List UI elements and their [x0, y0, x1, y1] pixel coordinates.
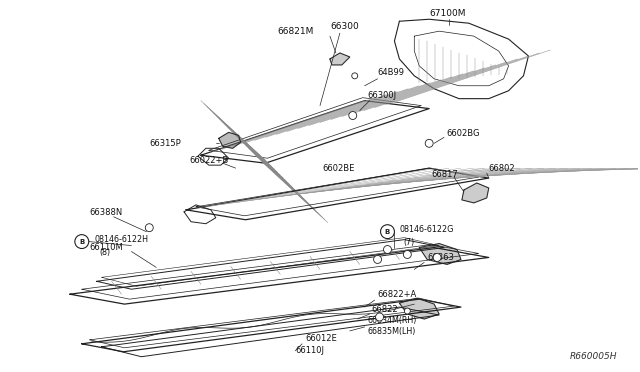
Circle shape: [403, 250, 412, 259]
Polygon shape: [462, 183, 489, 203]
Circle shape: [145, 224, 153, 232]
Text: 66835M(LH): 66835M(LH): [367, 327, 416, 336]
Text: 66012E: 66012E: [305, 334, 337, 343]
Text: 66110M: 66110M: [90, 243, 124, 252]
Text: 08146-6122H: 08146-6122H: [95, 235, 148, 244]
Text: 6602BE: 6602BE: [322, 164, 355, 173]
Circle shape: [404, 308, 410, 314]
Text: 66822+A: 66822+A: [378, 290, 417, 299]
Text: (7): (7): [403, 238, 415, 247]
Circle shape: [352, 73, 358, 79]
Text: 66822: 66822: [372, 305, 398, 314]
Circle shape: [433, 253, 441, 262]
Text: R660005H: R660005H: [570, 352, 618, 361]
Text: 66022+B: 66022+B: [189, 156, 228, 165]
Circle shape: [425, 140, 433, 147]
Circle shape: [75, 235, 89, 248]
Polygon shape: [419, 244, 461, 264]
Text: 67100M: 67100M: [429, 9, 466, 18]
Text: 66315P: 66315P: [149, 139, 181, 148]
Text: 66363: 66363: [427, 253, 454, 262]
Text: 66802: 66802: [489, 164, 515, 173]
Text: 66300J: 66300J: [367, 91, 397, 100]
Text: 66300: 66300: [330, 22, 358, 31]
Text: 66817: 66817: [431, 170, 458, 179]
Text: 64B99: 64B99: [378, 68, 404, 77]
Text: (8): (8): [100, 248, 111, 257]
Text: 66821M: 66821M: [277, 27, 314, 36]
Circle shape: [376, 313, 383, 321]
Polygon shape: [330, 53, 350, 65]
Polygon shape: [399, 298, 439, 319]
Text: B: B: [79, 238, 84, 244]
Circle shape: [374, 256, 381, 263]
Text: 66834M(RH): 66834M(RH): [367, 317, 417, 326]
Text: 6602BG: 6602BG: [446, 129, 479, 138]
Text: 08146-6122G: 08146-6122G: [399, 225, 454, 234]
Circle shape: [381, 225, 394, 238]
Polygon shape: [219, 132, 241, 148]
Text: B: B: [385, 229, 390, 235]
Text: 66110J: 66110J: [295, 346, 324, 355]
Text: 66388N: 66388N: [90, 208, 123, 217]
Circle shape: [383, 246, 392, 253]
Circle shape: [349, 112, 356, 119]
